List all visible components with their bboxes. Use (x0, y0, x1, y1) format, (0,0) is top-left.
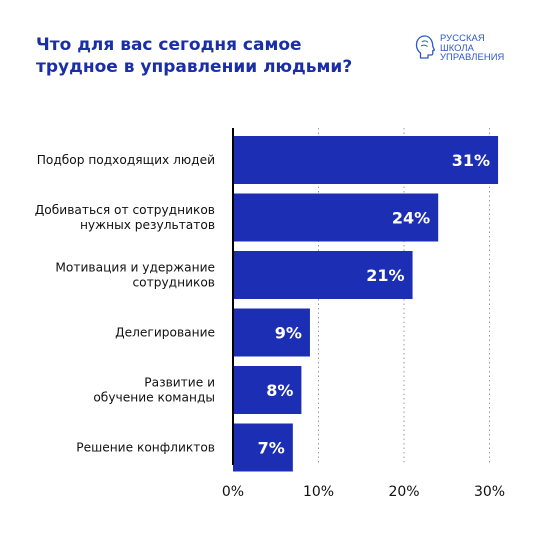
logo-line-3: УПРАВЛЕНИЯ (440, 51, 505, 63)
value-label: 21% (366, 266, 404, 285)
x-tick-label: 0% (222, 484, 244, 500)
value-label: 7% (258, 439, 285, 458)
bars: 31% 24% 21% 9% 8% 7% (233, 136, 499, 472)
head-profile-icon (415, 35, 436, 60)
category-label-line: Подбор подходящих людей (37, 153, 215, 167)
logo-line-2: ШКОЛА (440, 41, 475, 53)
category-label: Развитие и обучение команды (93, 376, 215, 405)
bar (233, 193, 439, 242)
category-labels: Подбор подходящих людей Добиваться от сот… (35, 153, 215, 455)
value-label: 9% (275, 324, 302, 343)
category-label-line: Развитие и (144, 376, 215, 390)
category-label: Решение конфликтов (76, 441, 215, 455)
category-label-line: нужных результатов (80, 218, 215, 232)
category-label-line: Мотивация и удержание (55, 261, 215, 275)
category-label: Делегирование (115, 326, 215, 340)
title-line-2: трудное в управлении людьми? (36, 57, 353, 77)
value-label: 8% (266, 381, 293, 400)
category-label-line: обучение команды (93, 391, 215, 405)
logo-line-1: РУССКАЯ (440, 32, 485, 43)
category-label-line: Добиваться от сотрудников (35, 203, 215, 217)
x-tick-label: 10% (303, 484, 334, 500)
bar (233, 251, 413, 299)
x-tick-label: 30% (474, 484, 505, 500)
logo-text: РУССКАЯ ШКОЛА УПРАВЛЕНИЯ (440, 33, 504, 62)
category-label: Подбор подходящих людей (37, 153, 215, 167)
category-label: Добиваться от сотрудников нужных результа… (35, 203, 215, 232)
category-label-line: Решение конфликтов (76, 441, 215, 455)
title-line-1: Что для вас сегодня самое (36, 35, 302, 55)
x-tick-labels: 0% 10% 20% 30% (222, 484, 505, 500)
value-label: 31% (452, 151, 490, 170)
chart-title: Что для вас сегодня самое трудное в упра… (36, 34, 353, 78)
category-label-line: Делегирование (115, 326, 215, 340)
bar (233, 308, 310, 357)
bar (233, 366, 302, 414)
school-logo: РУССКАЯ ШКОЛА УПРАВЛЕНИЯ (414, 33, 504, 62)
bar (233, 136, 499, 184)
value-label: 24% (392, 209, 430, 228)
category-label-line: сотрудников (132, 276, 215, 290)
x-tick-label: 20% (388, 484, 419, 500)
category-label: Мотивация и удержание сотрудников (55, 261, 215, 290)
bar (233, 423, 293, 472)
